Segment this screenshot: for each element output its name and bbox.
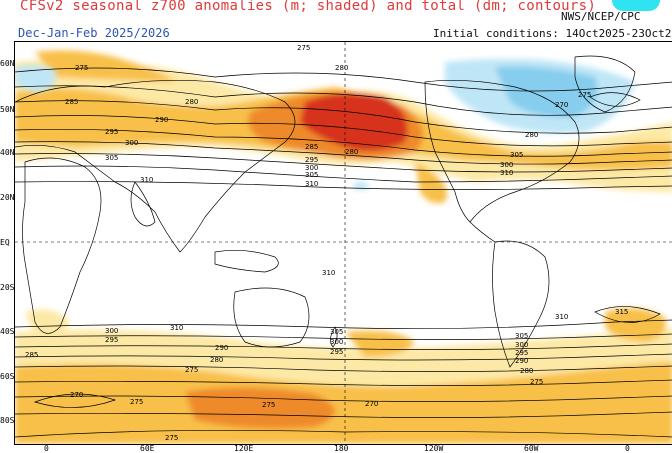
- contour-label-310-b: 310: [305, 180, 318, 188]
- lon-label-60e: 60E: [140, 444, 155, 453]
- contour-label-270-c: 270: [365, 400, 378, 408]
- contour-label-300-d: 300: [105, 327, 118, 335]
- lat-label-60s: 60S: [0, 372, 15, 381]
- lon-label-0: 0: [44, 444, 49, 453]
- map-svg: 275 280 275 285 280 295 290 300 305 310 …: [15, 42, 672, 444]
- contour-label-285-a: 285: [65, 98, 78, 106]
- contour-label-270-a: 270: [555, 101, 568, 109]
- contour-label-300-e: 300: [330, 338, 343, 346]
- contour-label-290-c: 290: [515, 357, 528, 365]
- lat-label-20s: 20S: [0, 283, 15, 292]
- contour-label-305-a: 305: [105, 154, 118, 162]
- map-panel: 275 280 275 285 280 295 290 300 305 310 …: [14, 41, 672, 445]
- contour-label-295-d: 295: [330, 348, 343, 356]
- contour-labels: 275 280 275 285 280 295 290 300 305 310 …: [25, 44, 628, 442]
- lat-label-60n: 60N: [0, 59, 15, 68]
- lat-label-20n: 20N: [0, 193, 15, 202]
- lon-label-120w: 120W: [424, 444, 444, 453]
- contour-label-305-c: 305: [510, 151, 523, 159]
- anomaly-blob-top-right: [612, 0, 660, 11]
- contour-label-295-b: 295: [305, 156, 318, 164]
- contour-label-280-a: 280: [335, 64, 348, 72]
- graticule: [15, 42, 672, 444]
- contour-label-290-a: 290: [155, 116, 168, 124]
- lon-label-120e: 120E: [234, 444, 254, 453]
- contour-label-305-b: 305: [305, 171, 318, 179]
- contour-label-305-e: 305: [515, 332, 528, 340]
- contour-label-315-a: 315: [615, 308, 628, 316]
- lat-label-50n: 50N: [0, 105, 15, 114]
- lon-label-180: 180: [334, 444, 349, 453]
- contour-label-310-c: 310: [500, 169, 513, 177]
- contour-label-275-e: 275: [185, 366, 198, 374]
- contour-label-275-d: 275: [530, 378, 543, 386]
- map-title: CFSv2 seasonal z700 anomalies (m; shaded…: [20, 0, 597, 14]
- contour-label-310-e: 310: [170, 324, 183, 332]
- contour-label-295-a: 295: [105, 128, 118, 136]
- contour-label-280-d: 280: [525, 131, 538, 139]
- contour-label-280-c: 280: [345, 148, 358, 156]
- contour-label-275-c: 275: [578, 91, 591, 99]
- contour-label-275-b: 275: [75, 64, 88, 72]
- contour-label-275-h: 275: [165, 434, 178, 442]
- lon-label-0-east: 0: [625, 444, 630, 453]
- contour-label-295-e: 295: [515, 349, 528, 357]
- contour-label-280-e: 280: [210, 356, 223, 364]
- contour-label-275-f: 275: [130, 398, 143, 406]
- credit-label: NWS/NCEP/CPC: [561, 10, 641, 23]
- contour-label-280-f: 280: [520, 367, 533, 375]
- lat-label-eq: EQ: [0, 238, 10, 247]
- lat-label-40n: 40N: [0, 148, 15, 157]
- contour-label-280-b: 280: [185, 98, 198, 106]
- initial-conditions-label: Initial conditions: 14Oct2025-23Oct2025: [433, 27, 672, 40]
- height-contours: [15, 67, 672, 418]
- contour-label-275-g: 275: [262, 401, 275, 409]
- contour-label-290-b: 290: [215, 344, 228, 352]
- contour-label-275-top: 275: [297, 44, 310, 52]
- contour-label-310-a: 310: [140, 176, 153, 184]
- contour-label-295-c: 295: [105, 336, 118, 344]
- season-label: Dec-Jan-Feb 2025/2026: [18, 26, 170, 40]
- contour-label-285-b: 285: [305, 143, 318, 151]
- lat-label-40s: 40S: [0, 327, 15, 336]
- contour-label-305-d: 305: [330, 328, 343, 336]
- contour-label-285-c: 285: [25, 351, 38, 359]
- contour-label-310-d: 310: [322, 269, 335, 277]
- contour-label-300-b: 300: [305, 164, 318, 172]
- contour-label-270-b: 270: [70, 391, 83, 399]
- lon-label-60w: 60W: [524, 444, 539, 453]
- contour-label-300-c: 300: [500, 161, 513, 169]
- contour-label-300-a: 300: [125, 139, 138, 147]
- negative-anomaly-shading: [15, 58, 635, 190]
- contour-label-300-f: 300: [515, 341, 528, 349]
- lat-label-80s: 80S: [0, 416, 15, 425]
- contour-label-310-f: 310: [555, 313, 568, 321]
